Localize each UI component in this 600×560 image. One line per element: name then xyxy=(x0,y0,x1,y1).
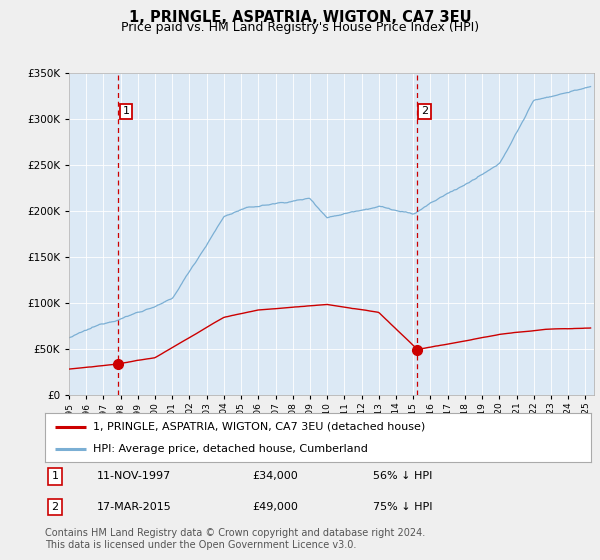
Text: 2: 2 xyxy=(52,502,59,512)
Text: £49,000: £49,000 xyxy=(253,502,298,512)
Text: 2: 2 xyxy=(421,106,428,116)
Text: 56% ↓ HPI: 56% ↓ HPI xyxy=(373,472,432,482)
Text: 1: 1 xyxy=(52,472,59,482)
Text: £34,000: £34,000 xyxy=(253,472,298,482)
Text: 1: 1 xyxy=(123,106,130,116)
Text: Contains HM Land Registry data © Crown copyright and database right 2024.
This d: Contains HM Land Registry data © Crown c… xyxy=(45,528,425,550)
Text: 11-NOV-1997: 11-NOV-1997 xyxy=(97,472,171,482)
Text: Price paid vs. HM Land Registry's House Price Index (HPI): Price paid vs. HM Land Registry's House … xyxy=(121,21,479,34)
Text: 17-MAR-2015: 17-MAR-2015 xyxy=(97,502,172,512)
Text: 75% ↓ HPI: 75% ↓ HPI xyxy=(373,502,432,512)
Text: 1, PRINGLE, ASPATRIA, WIGTON, CA7 3EU: 1, PRINGLE, ASPATRIA, WIGTON, CA7 3EU xyxy=(128,10,472,25)
Text: HPI: Average price, detached house, Cumberland: HPI: Average price, detached house, Cumb… xyxy=(93,444,368,454)
Text: 1, PRINGLE, ASPATRIA, WIGTON, CA7 3EU (detached house): 1, PRINGLE, ASPATRIA, WIGTON, CA7 3EU (d… xyxy=(93,422,425,432)
